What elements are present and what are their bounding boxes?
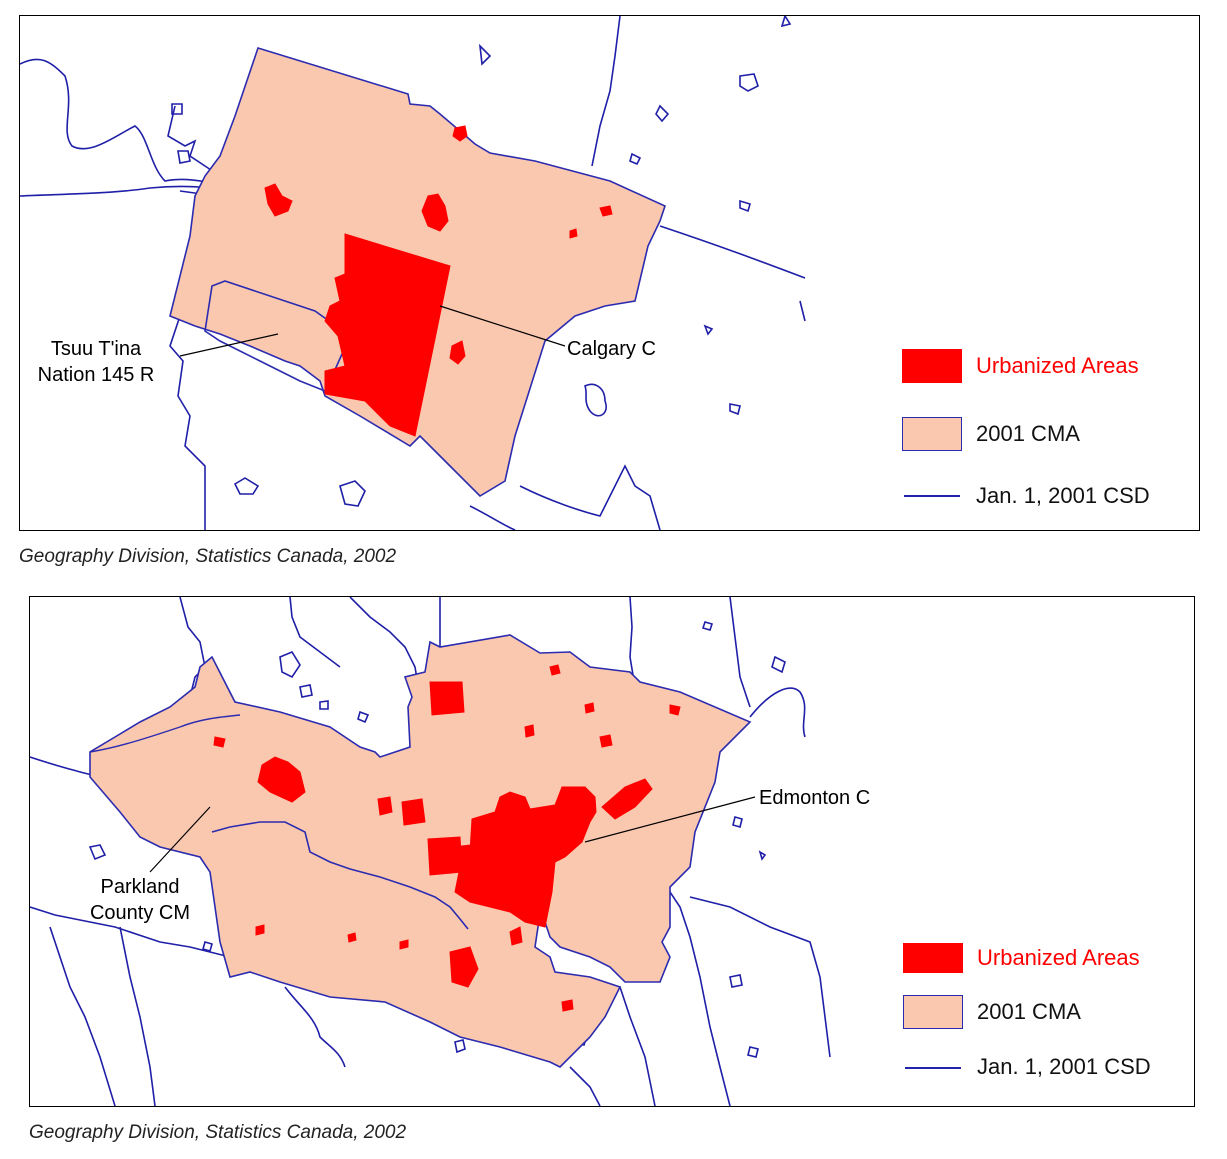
calgary-legend: Urbanized Areas 2001 CMA Jan. 1, 2001 CS… bbox=[902, 349, 1192, 509]
legend-csd-label: Jan. 1, 2001 CSD bbox=[976, 483, 1150, 508]
legend-csd-swatch bbox=[905, 1067, 961, 1069]
edmonton-urban-main bbox=[454, 786, 597, 928]
calgary-urbanized-areas bbox=[264, 125, 613, 437]
legend-cma-label: 2001 CMA bbox=[977, 999, 1081, 1024]
legend-urbanized-swatch bbox=[902, 349, 962, 383]
legend-csd-label: Jan. 1, 2001 CSD bbox=[977, 1054, 1151, 1079]
legend-csd-swatch bbox=[904, 495, 960, 497]
legend-urbanized-label: Urbanized Areas bbox=[976, 353, 1139, 378]
tsuu-tina-label-line2: Nation 145 R bbox=[37, 364, 155, 386]
edmonton-caption: Geography Division, Statistics Canada, 2… bbox=[29, 1122, 407, 1143]
legend-urbanized-label: Urbanized Areas bbox=[977, 945, 1140, 970]
legend-urbanized-swatch bbox=[903, 943, 963, 973]
tsuu-tina-label: Tsuu T'ina Nation 145 R bbox=[26, 336, 166, 388]
edmonton-map-panel: Edmonton C Parkland County CM Urbanized … bbox=[29, 596, 1195, 1107]
edmonton-label: Edmonton C bbox=[759, 787, 871, 809]
edmonton-map-canvas bbox=[30, 597, 831, 1106]
calgary-caption: Geography Division, Statistics Canada, 2… bbox=[19, 546, 397, 567]
calgary-leader-lines bbox=[179, 305, 566, 357]
edmonton-legend: Urbanized Areas 2001 CMA Jan. 1, 2001 CS… bbox=[903, 943, 1188, 1098]
parkland-label: Parkland County CM bbox=[70, 874, 210, 926]
edmonton-leader-lines bbox=[149, 796, 756, 873]
calgary-map-canvas bbox=[20, 16, 806, 530]
legend-cma-swatch bbox=[902, 417, 962, 451]
parkland-label-line2: County CM bbox=[89, 902, 191, 924]
edmonton-north-boundary bbox=[89, 714, 241, 753]
calgary-map-panel: Tsuu T'ina Nation 145 R Calgary C Urbani… bbox=[19, 15, 1200, 531]
calgary-urban-main bbox=[324, 233, 451, 437]
edmonton-urbanized-areas bbox=[213, 664, 681, 1012]
tsuu-tina-label-line1: Tsuu T'ina bbox=[50, 338, 142, 360]
calgary-csd-boundaries bbox=[20, 16, 806, 530]
edmonton-csd-boundaries bbox=[30, 597, 831, 1106]
legend-cma-swatch bbox=[903, 995, 963, 1029]
edmonton-cma-area bbox=[89, 634, 752, 1068]
calgary-label: Calgary C bbox=[567, 338, 656, 360]
legend-cma-label: 2001 CMA bbox=[976, 421, 1080, 446]
edmonton-interior-boundary bbox=[211, 821, 469, 930]
parkland-label-line1: Parkland bbox=[100, 876, 180, 898]
